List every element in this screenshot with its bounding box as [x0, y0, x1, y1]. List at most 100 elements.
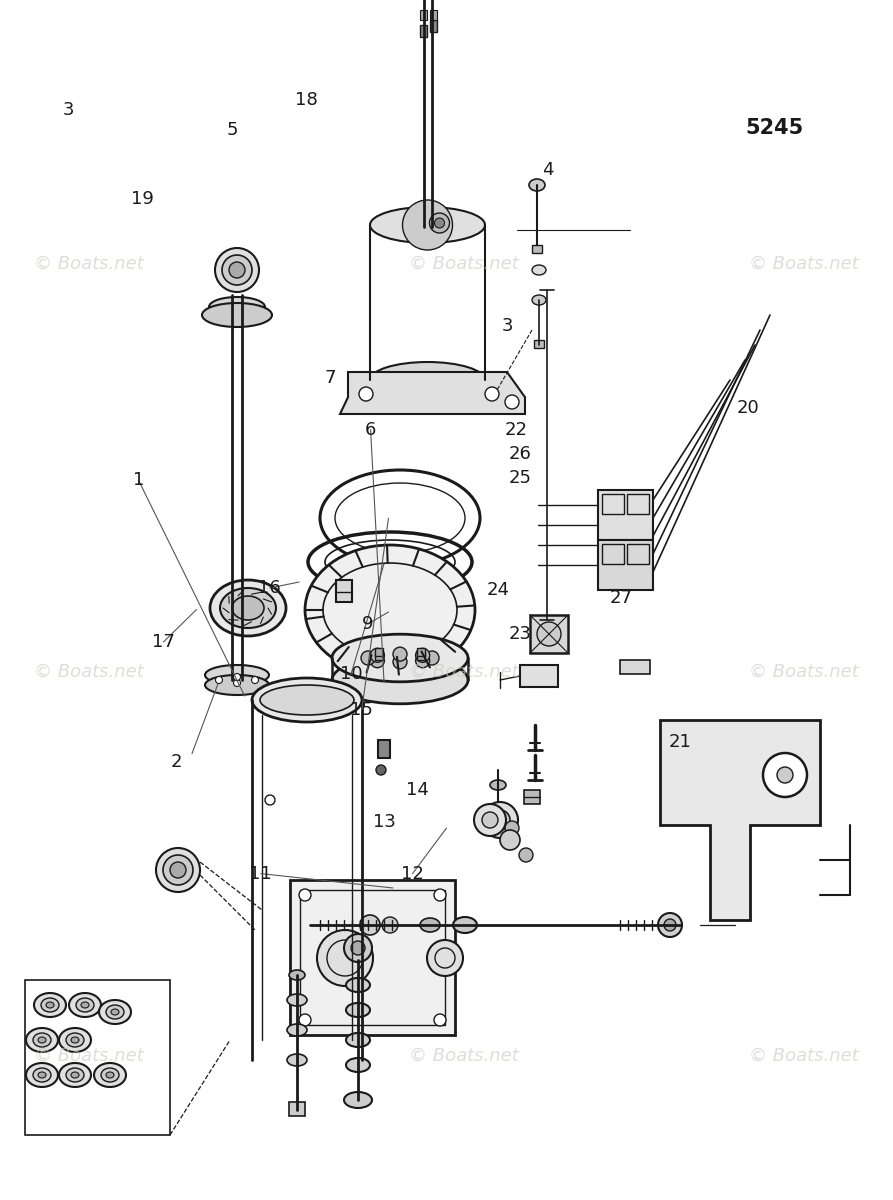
Circle shape: [163, 854, 193, 886]
Text: © Boats.net: © Boats.net: [749, 662, 858, 682]
Ellipse shape: [111, 1009, 119, 1015]
Circle shape: [415, 654, 430, 667]
Circle shape: [425, 650, 439, 665]
Ellipse shape: [332, 656, 468, 703]
Circle shape: [763, 754, 807, 797]
Text: © Boats.net: © Boats.net: [410, 662, 519, 682]
Bar: [374, 653, 382, 660]
Ellipse shape: [370, 206, 485, 242]
Ellipse shape: [529, 179, 545, 191]
Polygon shape: [340, 372, 525, 414]
Text: 20: 20: [737, 398, 760, 416]
Text: 6: 6: [365, 420, 376, 438]
Text: 12: 12: [401, 864, 424, 883]
Circle shape: [393, 655, 407, 668]
Ellipse shape: [202, 302, 272, 326]
Ellipse shape: [370, 362, 485, 398]
Circle shape: [351, 941, 365, 955]
Ellipse shape: [71, 1072, 79, 1078]
Ellipse shape: [33, 1068, 51, 1082]
Circle shape: [777, 767, 793, 782]
Text: 15: 15: [350, 701, 373, 719]
Ellipse shape: [289, 970, 305, 980]
Ellipse shape: [26, 1063, 58, 1087]
Ellipse shape: [66, 1033, 84, 1046]
Ellipse shape: [66, 1068, 84, 1082]
Circle shape: [485, 386, 499, 401]
Ellipse shape: [252, 678, 362, 722]
Circle shape: [299, 1014, 311, 1026]
Ellipse shape: [38, 1072, 46, 1078]
Circle shape: [658, 913, 682, 937]
Ellipse shape: [346, 1058, 370, 1072]
Text: 17: 17: [152, 634, 175, 650]
Circle shape: [500, 830, 520, 850]
Circle shape: [360, 914, 380, 935]
Bar: [430, 20, 437, 32]
Bar: [598, 490, 653, 540]
Text: 4: 4: [542, 162, 553, 179]
Circle shape: [505, 821, 519, 835]
Ellipse shape: [344, 1092, 372, 1108]
Ellipse shape: [106, 1072, 114, 1078]
Circle shape: [434, 1014, 446, 1026]
Ellipse shape: [59, 1028, 91, 1052]
Circle shape: [474, 804, 506, 836]
Bar: [598, 540, 653, 590]
Ellipse shape: [99, 1000, 131, 1024]
Circle shape: [317, 930, 373, 986]
Circle shape: [415, 648, 430, 662]
Bar: [534, 340, 544, 348]
Bar: [627, 494, 649, 514]
Text: 23: 23: [508, 624, 531, 643]
Text: 22: 22: [505, 420, 528, 438]
Bar: [374, 648, 382, 655]
Ellipse shape: [346, 1003, 370, 1018]
Ellipse shape: [260, 685, 354, 715]
Circle shape: [435, 218, 445, 228]
Circle shape: [252, 677, 258, 684]
Circle shape: [537, 622, 561, 646]
Bar: [602, 494, 624, 514]
Ellipse shape: [33, 1033, 51, 1046]
Text: 19: 19: [131, 190, 154, 209]
Bar: [430, 10, 437, 20]
Ellipse shape: [94, 1063, 126, 1087]
Ellipse shape: [287, 994, 307, 1006]
Bar: [336, 580, 352, 602]
Text: © Boats.net: © Boats.net: [749, 1046, 858, 1066]
Text: © Boats.net: © Boats.net: [35, 662, 144, 682]
Bar: [417, 648, 425, 655]
Circle shape: [434, 889, 446, 901]
Ellipse shape: [205, 665, 269, 685]
Bar: [289, 1102, 305, 1116]
Bar: [420, 10, 427, 20]
Text: © Boats.net: © Boats.net: [410, 254, 519, 272]
Text: 13: 13: [372, 814, 396, 832]
Ellipse shape: [209, 296, 265, 317]
Circle shape: [156, 848, 200, 892]
Text: 21: 21: [669, 732, 692, 751]
Ellipse shape: [532, 295, 546, 305]
Bar: [627, 544, 649, 564]
Ellipse shape: [41, 998, 59, 1012]
Circle shape: [222, 254, 252, 284]
Ellipse shape: [532, 265, 546, 275]
Text: 14: 14: [406, 781, 430, 799]
Text: 26: 26: [508, 444, 531, 462]
Circle shape: [233, 673, 240, 680]
Ellipse shape: [420, 918, 440, 932]
Circle shape: [490, 810, 510, 830]
Text: © Boats.net: © Boats.net: [35, 254, 144, 272]
Ellipse shape: [346, 1033, 370, 1046]
Bar: [25, 980, 170, 1135]
Circle shape: [664, 919, 676, 931]
Text: 5245: 5245: [745, 119, 804, 138]
Circle shape: [215, 677, 222, 684]
Text: © Boats.net: © Boats.net: [410, 1046, 519, 1066]
Circle shape: [482, 812, 498, 828]
Bar: [532, 245, 542, 253]
Text: 27: 27: [609, 588, 632, 607]
Ellipse shape: [305, 545, 475, 674]
Circle shape: [229, 262, 245, 278]
